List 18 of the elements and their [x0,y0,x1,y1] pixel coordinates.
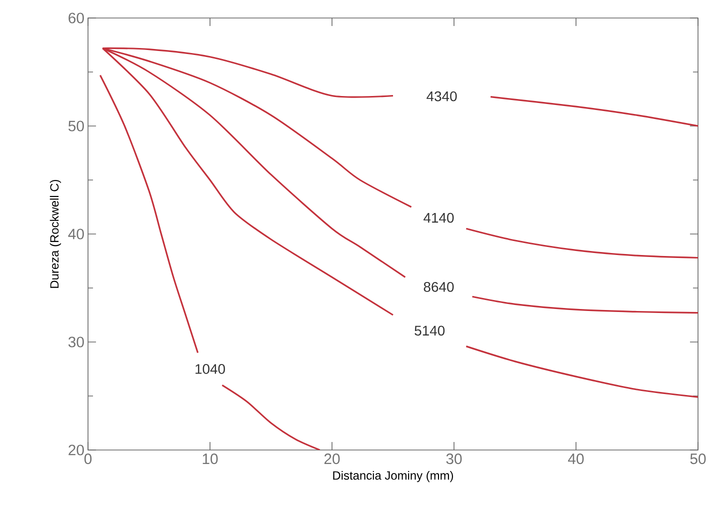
y-tick-label: 60 [68,12,84,24]
y-tick-label: 40 [68,228,84,240]
series-label: 4140 [424,212,454,223]
x-tick-label: 0 [84,454,92,464]
x-tick-label: 50 [690,454,706,464]
y-tick-label: 20 [68,444,84,456]
y-axis-title: Dureza (Rockwell C) [50,180,62,288]
y-tick-label: 50 [68,120,84,132]
y-tick-label: 30 [68,336,84,348]
series-label: 1040 [196,364,225,374]
series-label: 5140 [414,326,445,336]
x-tick-label: 10 [202,454,218,464]
x-tick-label: 20 [324,454,340,464]
text: 4340 [426,91,457,102]
series-label: 8640 [424,282,454,292]
x-tick-label: 30 [446,454,462,464]
x-axis-title: Distancia Jominy (mm) [333,470,454,482]
x-tick-label: 40 [568,454,584,464]
